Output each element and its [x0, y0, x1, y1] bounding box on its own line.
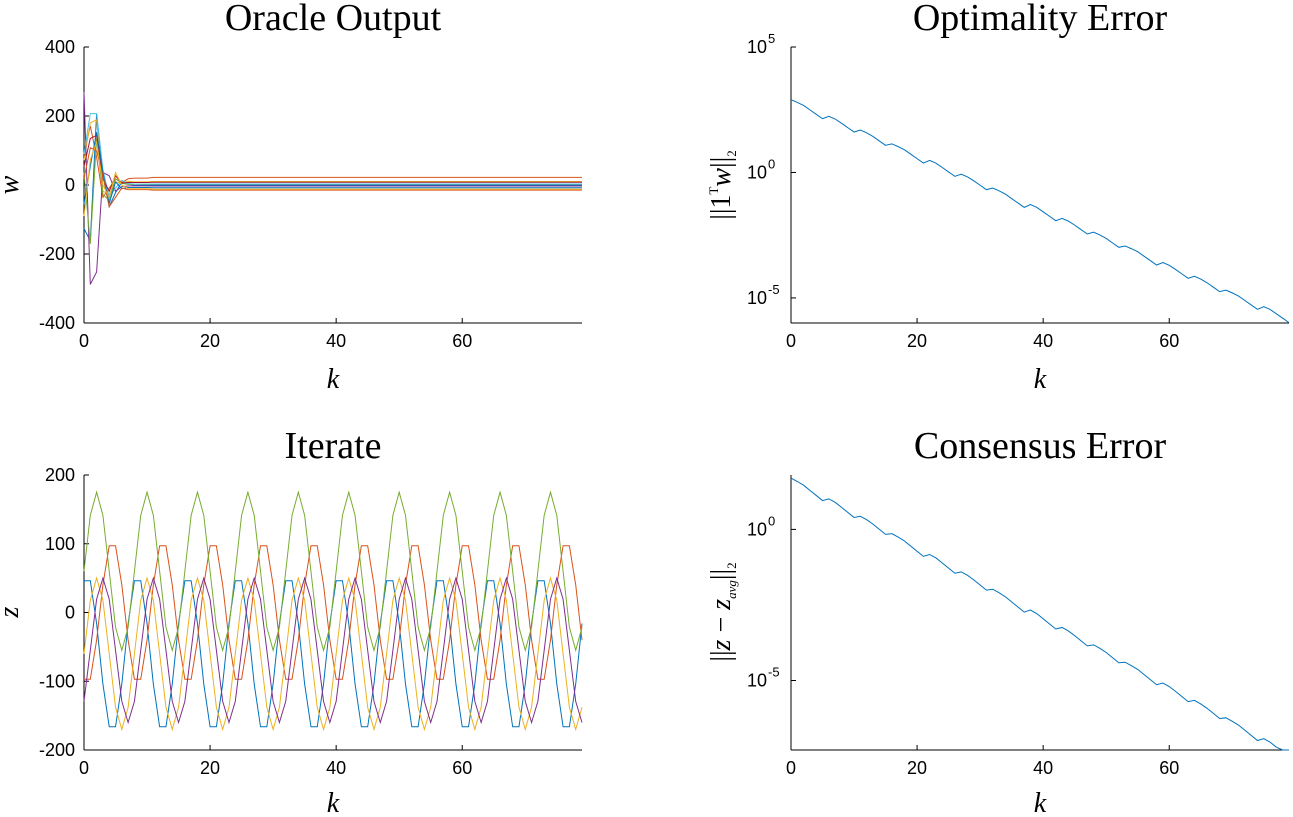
x-tick-label: 60 [452, 758, 472, 778]
y-tick-exponent: 0 [768, 156, 775, 171]
chart-title: Optimality Error [913, 0, 1168, 39]
y-tick-label: 10 [747, 288, 767, 308]
series-line [83, 141, 582, 217]
series-line [83, 125, 582, 199]
series-line [83, 147, 582, 209]
chart-title: Consensus Error [914, 425, 1167, 467]
series-line [83, 119, 582, 195]
plot-area: 0 20 40 60 -200 -100 0 100 200 [39, 465, 583, 778]
x-tick-label: 40 [326, 331, 346, 351]
x-tick-label: 60 [452, 331, 472, 351]
x-axis-label: k [1034, 788, 1047, 817]
x-tick-label: 0 [79, 758, 89, 778]
series-line [83, 576, 583, 725]
series-line [83, 113, 582, 199]
y-axis-label: ||z − zavg||2 [706, 562, 739, 661]
y-tick-label: 10 [747, 37, 767, 57]
y-axis-label-norm-close: || [706, 569, 737, 580]
x-tick-label: 40 [1033, 331, 1053, 351]
y-axis-label-variable: z [706, 639, 737, 651]
y-tick-label: 200 [45, 106, 75, 126]
x-tick-label: 40 [1033, 758, 1053, 778]
panel-oracle-output: Oracle Output w k 0 20 40 60 -400 -200 0 200 400 [0, 0, 582, 395]
x-tick-label: 60 [1159, 331, 1179, 351]
y-tick-exponent: -5 [768, 282, 780, 297]
y-axis-label-superscript: T [706, 187, 721, 195]
y-tick-label: -200 [39, 244, 75, 264]
series-line [790, 477, 1289, 751]
y-axis-label: ||1Tw||2 [706, 150, 739, 220]
plot-area: 0 20 40 60 -400 -200 0 200 400 [39, 37, 582, 351]
x-axis-label: k [327, 364, 340, 395]
series-line [83, 113, 582, 243]
x-tick-label: 20 [907, 331, 927, 351]
series-line [790, 99, 1290, 324]
panel-consensus-error: Consensus Error ||z − zavg||2 k 0 20 40 601… [706, 425, 1289, 817]
y-tick-label: 10 [747, 519, 767, 539]
svg-text:||1Tw||2: ||1Tw||2 [706, 150, 739, 220]
y-tick-label: 100 [45, 534, 75, 554]
y-tick-label: 10 [747, 162, 767, 182]
y-axis-label-variable: w [706, 168, 737, 187]
x-tick-label: 20 [200, 758, 220, 778]
chart-title: Iterate [284, 425, 381, 467]
y-tick-label: 0 [65, 175, 75, 195]
series-line [83, 576, 583, 732]
svg-text:||z − zavg||2: ||z − zavg||2 [706, 562, 739, 661]
series-line [83, 134, 582, 193]
x-axis-label: k [1034, 364, 1047, 395]
y-axis-label-avg-subscript: avg [724, 580, 739, 599]
x-tick-label: 0 [79, 331, 89, 351]
series-line [83, 91, 582, 285]
y-tick-label: 0 [65, 603, 75, 623]
y-tick-label: -200 [39, 740, 75, 760]
y-axis-label-norm-close: || [706, 157, 737, 168]
y-tick-exponent: 0 [768, 513, 775, 528]
y-axis-label-subscript: 2 [724, 150, 739, 157]
y-tick-label: 200 [45, 465, 75, 485]
y-tick-label: -100 [39, 671, 75, 691]
series-line [83, 132, 582, 204]
x-tick-label: 20 [907, 758, 927, 778]
panel-iterate: Iterate z k 0 20 40 60 -200 -100 0 100 200 [0, 425, 583, 817]
y-axis-label-subscript: 2 [724, 562, 739, 569]
y-axis-label: z [0, 606, 25, 618]
x-tick-label: 20 [200, 331, 220, 351]
chart-title: Oracle Output [225, 0, 442, 39]
y-tick-label: 10 [747, 670, 767, 690]
y-tick-exponent: 5 [768, 31, 775, 46]
y-tick-label: 400 [45, 37, 75, 57]
x-axis-label: k [327, 788, 340, 817]
y-axis-label-norm-open: ||1 [706, 195, 737, 220]
y-tick-label: -400 [39, 313, 75, 333]
y-axis-label: w [0, 175, 25, 194]
series-line [83, 490, 583, 653]
x-tick-label: 0 [786, 331, 796, 351]
y-tick-exponent: -5 [768, 664, 780, 679]
x-tick-label: 60 [1159, 758, 1179, 778]
x-tick-label: 40 [326, 758, 346, 778]
y-axis-label-variable-avg: z [706, 599, 737, 611]
series-line [84, 545, 583, 680]
y-axis-label-minus: − [706, 610, 737, 640]
series-line [83, 138, 582, 245]
y-axis-label-norm-open: || [706, 650, 737, 661]
x-tick-label: 0 [786, 758, 796, 778]
